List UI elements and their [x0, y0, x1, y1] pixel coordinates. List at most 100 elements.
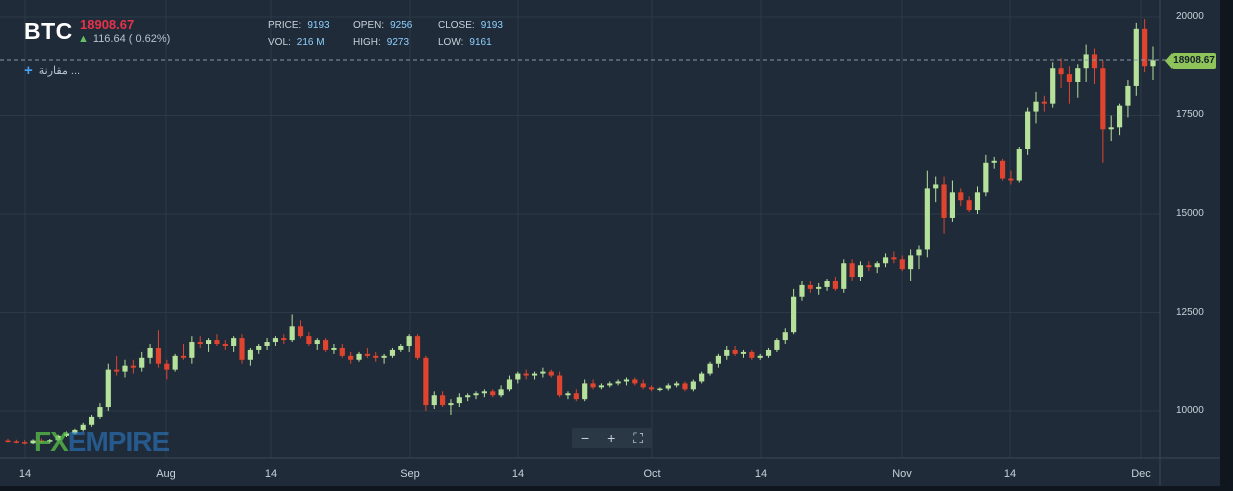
candle-body — [47, 440, 53, 442]
zoom-out-button[interactable]: − — [580, 430, 590, 446]
candle-body — [481, 391, 487, 394]
x-tick-label: 14 — [511, 468, 525, 480]
candle-body — [297, 326, 304, 337]
candle-body — [272, 338, 279, 343]
plot-area[interactable] — [0, 0, 1160, 458]
candle-body — [55, 435, 61, 441]
stat-open: OPEN: 9256 — [353, 20, 413, 31]
candle-body — [431, 395, 437, 406]
candle-body — [682, 383, 688, 390]
candle-body — [139, 357, 145, 368]
candle-body — [214, 340, 220, 345]
candle-body — [1100, 68, 1106, 130]
candle-body — [1133, 28, 1139, 86]
candle-body — [665, 385, 671, 389]
candle-body — [239, 338, 245, 360]
candle-body — [1083, 54, 1089, 69]
candle-body — [1142, 28, 1148, 67]
candle-body — [958, 192, 964, 201]
candle-body — [498, 389, 504, 396]
candle-body — [632, 379, 638, 384]
stat-high: HIGH: 9273 — [353, 37, 410, 48]
candle-body — [406, 336, 412, 346]
candle-body — [557, 375, 563, 396]
candle-body — [832, 280, 838, 289]
price-change: ▲ 116.64 ( 0.62%) — [78, 33, 170, 45]
candle-body — [933, 184, 939, 189]
candle-body — [423, 357, 429, 406]
candle-body — [231, 338, 237, 346]
candle-body — [531, 373, 538, 376]
candle-body — [1033, 101, 1039, 112]
y-tick-label: 20000 — [1176, 11, 1204, 22]
candle-body — [648, 387, 655, 390]
candle-body — [97, 407, 103, 417]
candle-body — [289, 326, 295, 341]
candle-body — [456, 397, 462, 404]
candle-body — [205, 340, 212, 345]
zoom-in-button[interactable]: + — [607, 430, 616, 446]
zoom-controls: − + ⛶ — [572, 428, 652, 448]
candle-body — [866, 265, 872, 268]
y-tick-label: 15000 — [1176, 208, 1204, 219]
candle-body — [164, 363, 170, 370]
candle-body — [657, 388, 663, 391]
x-tick-label: 14 — [264, 468, 278, 480]
stat-vol: VOL: 216 M — [268, 37, 325, 48]
candle-body — [640, 383, 646, 388]
stat-price: PRICE: 9193 — [268, 20, 330, 31]
candle-body — [540, 371, 546, 374]
candle-body — [523, 373, 529, 376]
candle-body — [256, 345, 262, 350]
candle-body — [724, 349, 730, 356]
candle-body — [757, 355, 763, 358]
x-tick-label: Sep — [400, 468, 420, 480]
candle-body — [222, 344, 228, 346]
candle-body — [841, 263, 847, 289]
y-tick-label: 17500 — [1176, 109, 1204, 120]
candle-body — [782, 332, 788, 341]
candle-body — [1108, 127, 1114, 130]
candle-body — [1016, 148, 1022, 181]
candle-body — [949, 192, 956, 218]
candle-body — [381, 355, 387, 358]
candle-body — [548, 371, 554, 376]
x-tick-label: 14 — [18, 468, 32, 480]
compare-button[interactable]: + مقارنة ... — [24, 63, 80, 78]
candle-body — [414, 336, 421, 358]
candle-body — [180, 355, 187, 358]
symbol-label: BTC — [24, 18, 73, 44]
candle-body — [22, 442, 28, 444]
candle-body — [281, 338, 287, 341]
candle-body — [80, 424, 86, 430]
candle-body — [490, 391, 496, 396]
candle-body — [732, 349, 738, 354]
candle-body — [1091, 54, 1098, 69]
candle-body — [515, 373, 521, 380]
candle-body — [373, 355, 379, 358]
candle-body — [816, 286, 822, 289]
candle-body — [72, 429, 78, 434]
candle-body — [807, 284, 813, 289]
fullscreen-icon[interactable]: ⛶ — [633, 429, 644, 446]
stat-low: LOW: 9161 — [438, 37, 492, 48]
stat-close: CLOSE: 9193 — [438, 20, 503, 31]
candle-body — [1025, 111, 1031, 149]
candle-body — [899, 259, 905, 270]
candle-body — [473, 393, 479, 396]
candle-body — [891, 257, 897, 260]
last-price: 18908.67 — [80, 17, 135, 32]
candle-body — [114, 369, 120, 372]
candle-body — [1058, 68, 1064, 75]
candle-body — [573, 393, 579, 400]
candle-body — [38, 440, 45, 443]
candle-body — [1125, 85, 1131, 106]
candle-body — [130, 365, 136, 368]
candle-body — [983, 162, 989, 193]
fxempire-logo: FXEMPIRE — [34, 426, 170, 457]
right-frame — [1220, 0, 1233, 491]
candle-body — [331, 347, 337, 350]
x-tick-label: 14 — [754, 468, 768, 480]
